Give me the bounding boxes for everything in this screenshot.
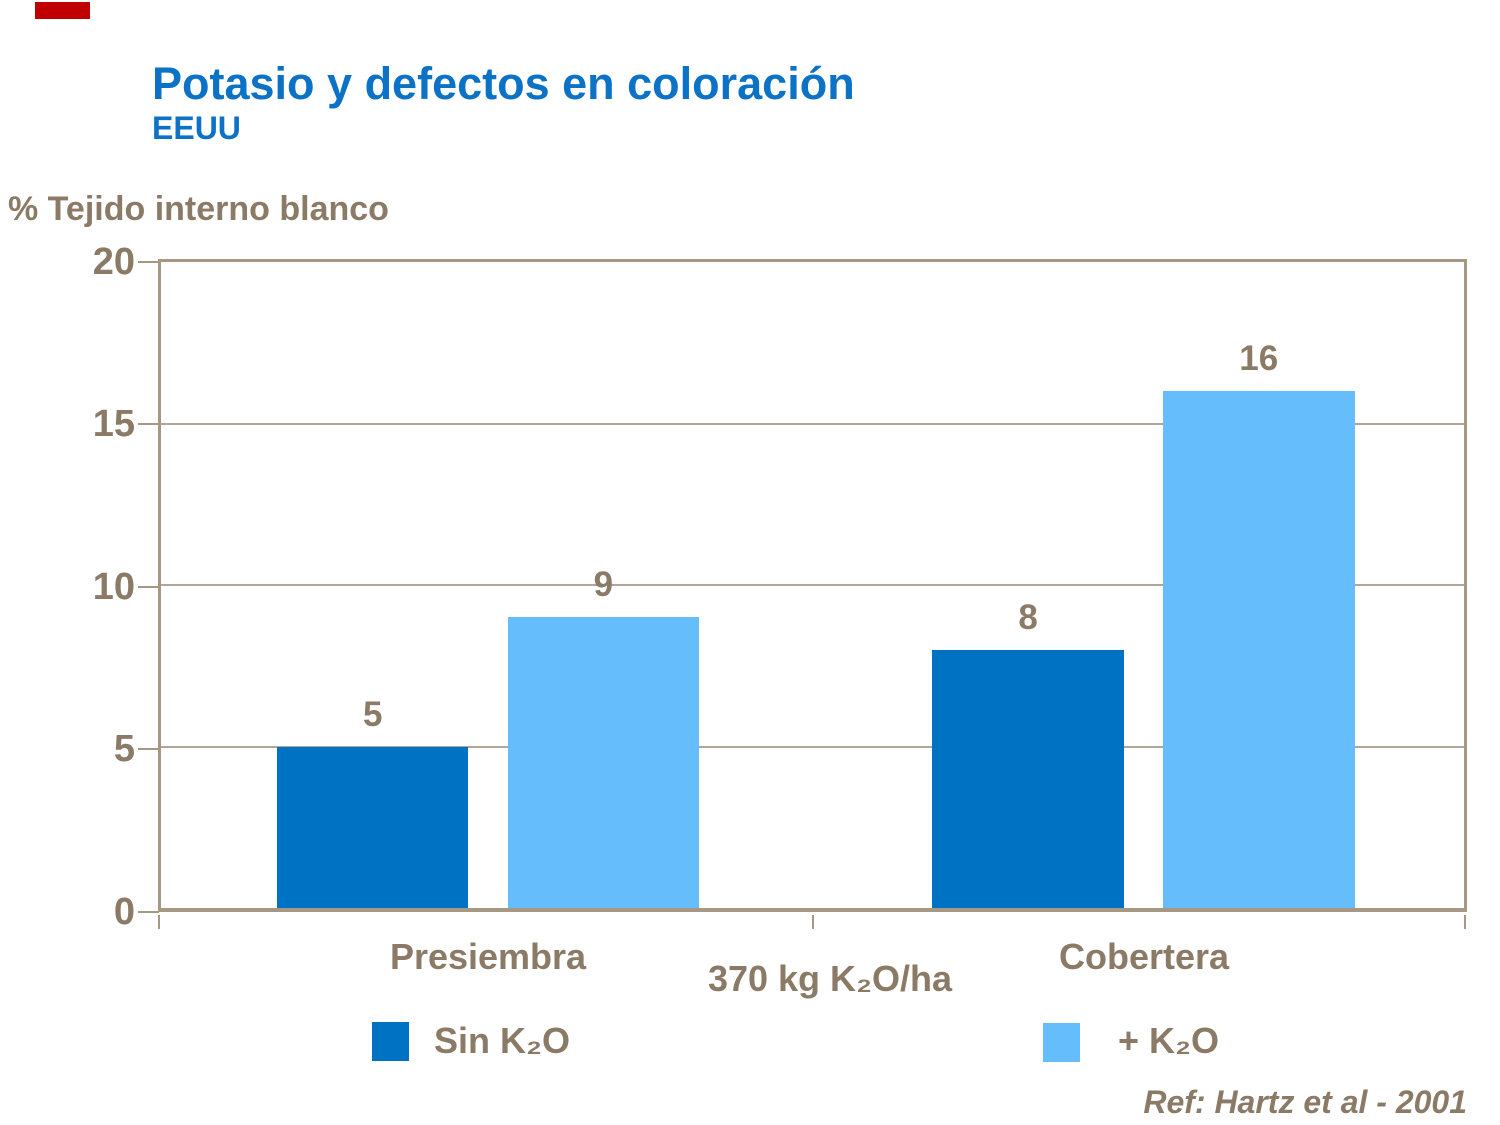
y-tick-mark bbox=[138, 261, 159, 263]
bar-presiembra-sin-k2o: 5 bbox=[276, 695, 469, 908]
footnote-reference: Ref: Hartz et al - 2001 bbox=[1143, 1084, 1467, 1120]
bar-value-label: 5 bbox=[362, 694, 383, 734]
x-tick-mark bbox=[1464, 915, 1466, 929]
x-category-label-presiembra: Presiembra bbox=[389, 936, 587, 977]
y-tick-label-15: 15 bbox=[92, 403, 135, 445]
bar-presiembra-plus-k2o: 9 bbox=[507, 565, 700, 908]
bar-value-label: 16 bbox=[1239, 339, 1279, 379]
chart-subtitle: EEUU bbox=[152, 110, 241, 146]
bar-cobertera-plus-k2o: 16 bbox=[1163, 339, 1355, 908]
bar-value-label: 9 bbox=[593, 565, 614, 605]
chart-title: Potasio y defectos en coloración bbox=[152, 58, 855, 109]
gridline-5 bbox=[161, 745, 1464, 748]
y-tick-mark bbox=[138, 748, 159, 750]
plot-area: 5 9 8 16 bbox=[158, 259, 1467, 912]
bar-value-label: 8 bbox=[1018, 597, 1038, 637]
y-tick-label-20: 20 bbox=[92, 241, 135, 283]
x-category-label-cobertera: Cobertera bbox=[1058, 936, 1230, 977]
legend-swatch-sin-k2o bbox=[372, 1022, 409, 1061]
legend-label-sin-k2o: Sin K₂O bbox=[434, 1020, 571, 1061]
legend-swatch-plus-k2o bbox=[1043, 1023, 1080, 1062]
y-axis-title: % Tejido interno blanco bbox=[8, 190, 389, 228]
red-accent-bar bbox=[35, 2, 90, 19]
gridline-10 bbox=[161, 584, 1464, 586]
y-tick-mark bbox=[138, 586, 159, 588]
y-tick-label-5: 5 bbox=[113, 728, 135, 770]
legend-label-plus-k2o: + K₂O bbox=[1118, 1020, 1220, 1061]
x-tick-mark bbox=[158, 915, 160, 929]
bar-cobertera-sin-k2o: 8 bbox=[932, 598, 1124, 908]
y-tick-label-10: 10 bbox=[92, 566, 135, 608]
x-axis-label: 370 kg K₂O/ha bbox=[707, 958, 953, 999]
y-tick-label-0: 0 bbox=[113, 891, 135, 933]
y-tick-mark bbox=[138, 911, 159, 913]
x-tick-mark bbox=[812, 915, 814, 929]
gridline-15 bbox=[161, 422, 1464, 425]
y-tick-mark bbox=[138, 423, 159, 425]
